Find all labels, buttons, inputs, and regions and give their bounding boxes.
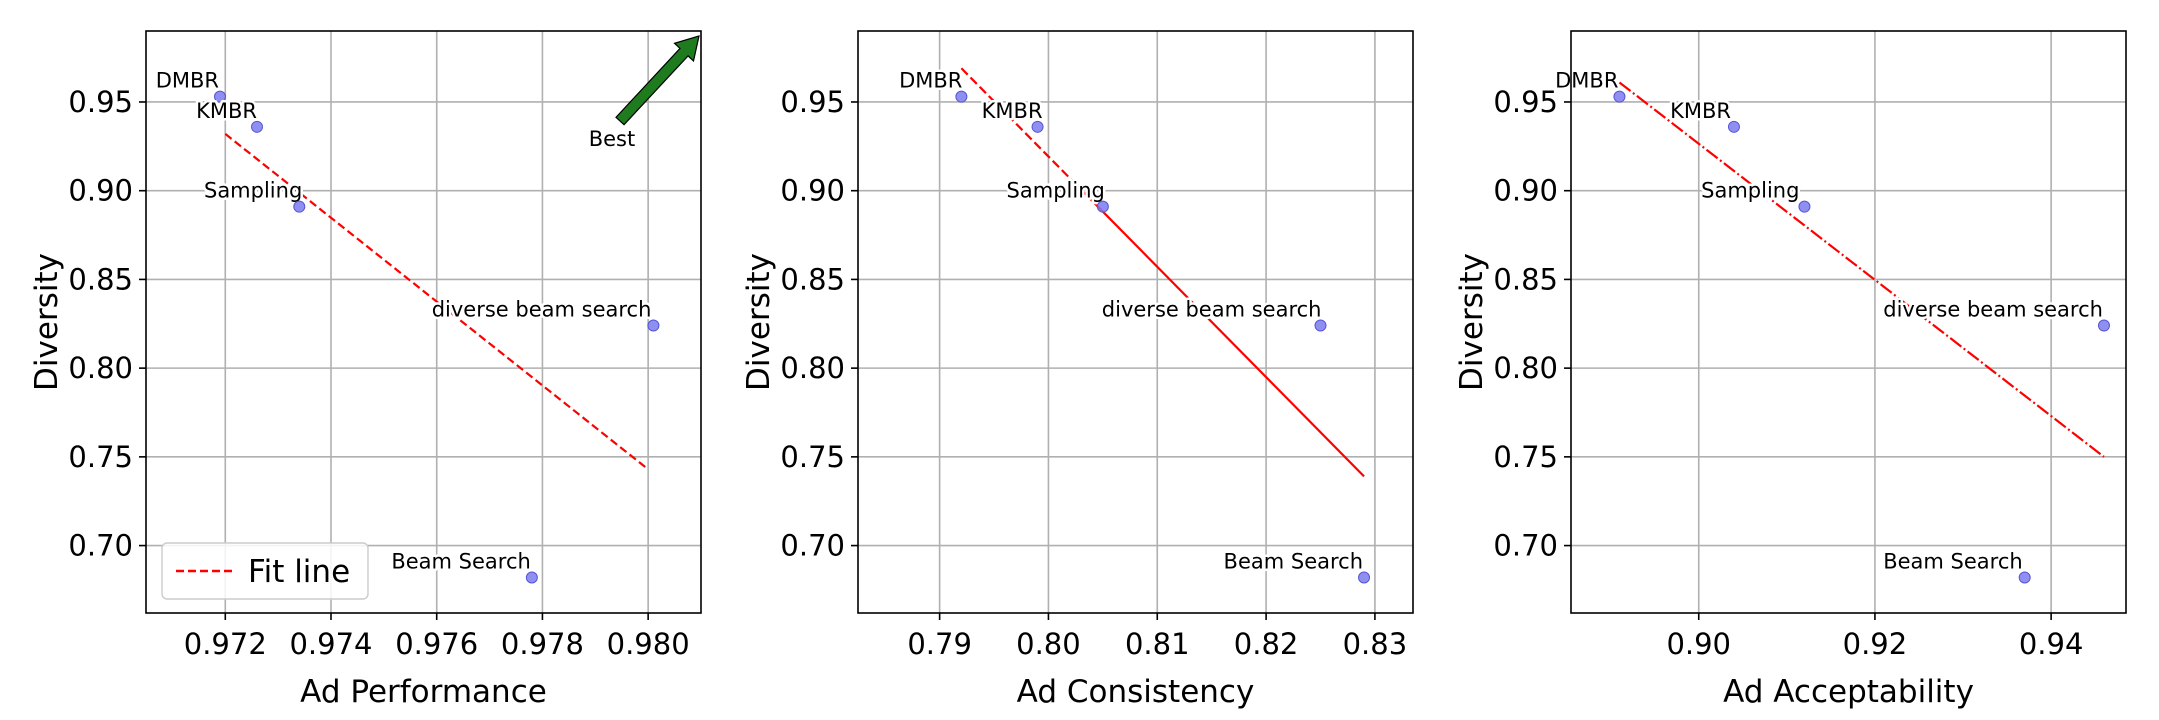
- y-tick-label: 0.85: [68, 262, 133, 296]
- x-tick-label: 0.81: [1125, 627, 1190, 661]
- x-tick-label: 0.974: [289, 627, 372, 661]
- best-arrow-icon: [615, 35, 700, 126]
- point-label-beam-search: Beam Search: [1224, 550, 1363, 574]
- x-tick-label: 0.90: [1666, 627, 1731, 661]
- x-tick-label: 0.83: [1343, 627, 1408, 661]
- x-axis-label: Ad Consistency: [1017, 674, 1255, 710]
- x-tick-label: 0.92: [1843, 627, 1908, 661]
- axes-frame: [857, 30, 1414, 614]
- data-point-kmbr: [251, 120, 263, 133]
- point-label-kmbr: KMBR: [982, 99, 1043, 123]
- y-tick-label: 0.85: [1493, 262, 1558, 296]
- annotation-label: Best: [589, 127, 636, 151]
- point-label-kmbr: KMBR: [1670, 99, 1731, 123]
- point-label-dmbr: DMBR: [156, 69, 219, 93]
- fit-line: [224, 133, 649, 471]
- chart-panel-2: DMBR KMBR Sampling diverse beam search Beam …: [741, 30, 1414, 710]
- point-label-kmbr: KMBR: [196, 99, 257, 123]
- data-point-kmbr: [1031, 120, 1044, 133]
- y-tick-label: 0.80: [68, 351, 133, 385]
- y-tick-label: 0.95: [780, 85, 845, 119]
- data-point-sampling: [1096, 200, 1109, 213]
- data-point-kmbr: [1727, 120, 1740, 133]
- point-label-beam-search: Beam Search: [1883, 550, 2022, 574]
- data-point-diverse-beam-search: [2097, 319, 2110, 332]
- axes-frame: [1570, 30, 2127, 614]
- y-tick-label: 0.75: [780, 440, 845, 474]
- data-point-diverse-beam-search: [1314, 319, 1327, 332]
- data-point-sampling: [293, 200, 306, 213]
- point-label-diverse-beam-search: diverse beam search: [1883, 298, 2103, 322]
- data-point-dmbr: [955, 90, 968, 103]
- data-point-beam-search: [2018, 571, 2031, 584]
- y-tick-label: 0.70: [1493, 529, 1558, 563]
- point-label-dmbr: DMBR: [899, 69, 962, 93]
- fit-line: [1618, 81, 2105, 458]
- chart-panel-3: DMBR KMBR Sampling diverse beam search Beam …: [1454, 30, 2127, 710]
- y-tick-label: 0.95: [1493, 85, 1558, 119]
- y-tick-label: 0.70: [68, 529, 133, 563]
- point-label-beam-search: Beam Search: [391, 550, 530, 574]
- y-tick-label: 0.90: [68, 174, 133, 208]
- data-point-dmbr: [1613, 90, 1626, 103]
- axes-frame: [145, 30, 702, 614]
- point-label-dmbr: DMBR: [1555, 69, 1618, 93]
- y-tick-label: 0.80: [780, 351, 845, 385]
- point-label-sampling: Sampling: [1701, 179, 1799, 203]
- y-tick-label: 0.75: [68, 440, 133, 474]
- x-tick-label: 0.976: [395, 627, 478, 661]
- fit-line: [1081, 189, 1365, 478]
- y-axis-label: Diversity: [741, 253, 777, 391]
- y-tick-label: 0.80: [1493, 351, 1558, 385]
- data-point-beam-search: [525, 571, 538, 584]
- y-tick-label: 0.90: [780, 174, 845, 208]
- y-tick-label: 0.85: [780, 262, 845, 296]
- x-tick-label: 0.972: [184, 627, 267, 661]
- legend-box: [161, 542, 369, 600]
- x-tick-label: 0.980: [607, 627, 690, 661]
- point-label-diverse-beam-search: diverse beam search: [1102, 298, 1322, 322]
- x-tick-label: 0.82: [1234, 627, 1299, 661]
- data-point-diverse-beam-search: [647, 319, 660, 332]
- y-axis-label: Diversity: [29, 253, 65, 391]
- y-axis-label: Diversity: [1454, 253, 1490, 391]
- point-label-sampling: Sampling: [204, 179, 302, 203]
- x-tick-label: 0.79: [907, 627, 972, 661]
- y-tick-label: 0.75: [1493, 440, 1558, 474]
- y-tick-label: 0.70: [780, 529, 845, 563]
- y-tick-label: 0.90: [1493, 174, 1558, 208]
- x-tick-label: 0.978: [501, 627, 584, 661]
- x-axis-label: Ad Performance: [300, 674, 547, 710]
- y-tick-label: 0.95: [68, 85, 133, 119]
- x-axis-label: Ad Acceptability: [1723, 674, 1974, 710]
- x-tick-label: 0.80: [1016, 627, 1081, 661]
- data-point-dmbr: [214, 90, 226, 103]
- chart-panel-1: DMBR KMBR Sampling diverse beam search Beam …: [29, 30, 702, 710]
- legend-label: Fit line: [248, 554, 350, 590]
- legend: Fit line: [161, 542, 369, 600]
- x-tick-label: 0.94: [2019, 627, 2084, 661]
- fit-line: [960, 67, 1083, 192]
- point-label-sampling: Sampling: [1007, 179, 1105, 203]
- point-label-diverse-beam-search: diverse beam search: [432, 298, 652, 322]
- data-point-sampling: [1798, 200, 1811, 213]
- data-point-beam-search: [1358, 571, 1371, 584]
